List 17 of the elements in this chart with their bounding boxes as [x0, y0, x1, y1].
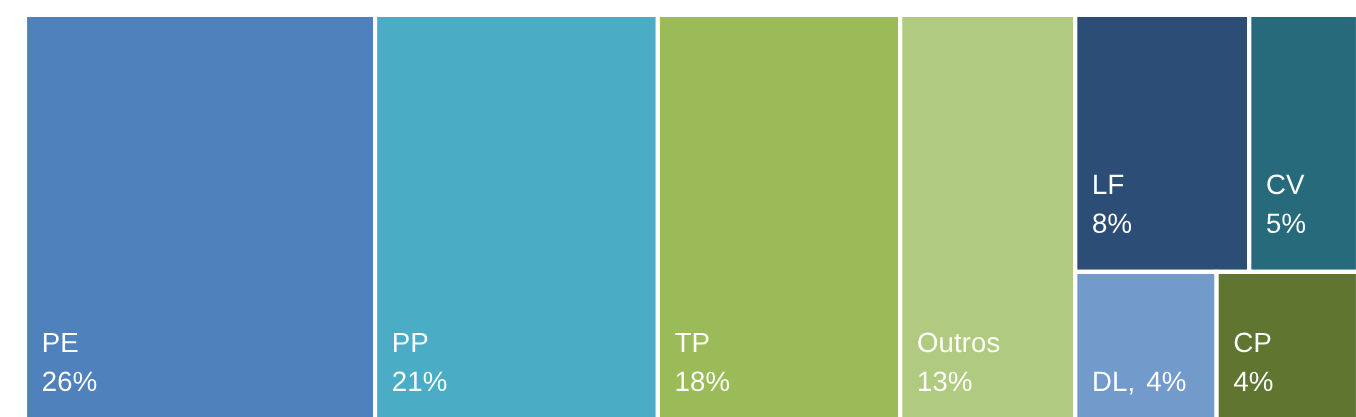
category-label: PP	[394, 332, 428, 353]
category-label: Outros	[918, 332, 1000, 353]
data-label: 13%	[918, 371, 972, 392]
category-label: TP	[675, 332, 709, 353]
data-label: 4%	[1233, 371, 1273, 392]
category-label: DL	[1094, 371, 1127, 391]
data-label: 18%	[676, 371, 730, 392]
data-label: 5%	[1267, 213, 1306, 234]
category-label: LF	[1094, 174, 1124, 194]
data-label: 26%	[43, 371, 97, 392]
data-label: 8%	[1093, 213, 1132, 234]
data-label: 4%	[1146, 371, 1186, 392]
text: ,	[1129, 387, 1133, 395]
category-label: CP	[1234, 332, 1271, 353]
category-label: PE	[43, 332, 78, 353]
category-label: CV	[1267, 174, 1305, 195]
data-label: 21%	[393, 371, 447, 392]
